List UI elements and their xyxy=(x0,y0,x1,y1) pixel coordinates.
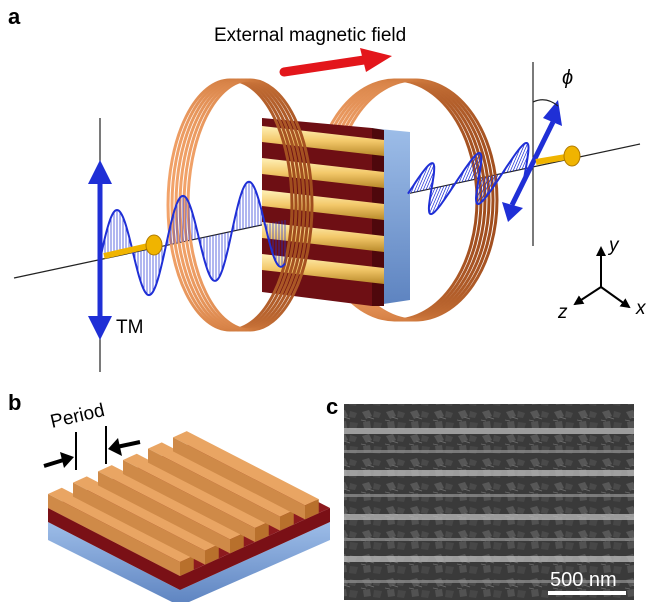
slab-stripe-top xyxy=(48,487,194,562)
wave-hatch xyxy=(476,176,490,204)
incident-wave xyxy=(99,180,286,297)
coil-front xyxy=(166,78,314,332)
period-label: Period xyxy=(48,400,106,433)
field-label: External magnetic field xyxy=(214,25,406,46)
slab-stripe-side xyxy=(148,448,280,531)
slab-stripe-front xyxy=(305,499,319,520)
wave-hatch xyxy=(467,152,481,181)
panel-c-letter: c xyxy=(326,394,338,419)
axis-y-label: y xyxy=(607,235,620,256)
slab-substrate xyxy=(48,522,330,602)
slab-stripe-top xyxy=(123,453,269,528)
wave-hatch xyxy=(475,176,487,201)
scale-bar-label: 500 nm xyxy=(550,569,617,591)
sem-stripe-edge xyxy=(344,428,634,434)
rotation-angle-arc xyxy=(532,99,559,107)
wave-hatch xyxy=(512,143,526,172)
wave-hatch xyxy=(422,164,435,191)
slab-garnet-layer xyxy=(48,508,330,590)
wave-hatch xyxy=(416,165,429,192)
sem-stripe-edges xyxy=(344,428,634,583)
wave-hatch xyxy=(431,185,445,214)
tm-label: TM xyxy=(116,317,143,338)
slab-stripe-front xyxy=(180,555,194,576)
incident-beam-arrow xyxy=(103,234,163,259)
wave-hatch xyxy=(484,174,496,199)
gold-stripe xyxy=(262,222,384,252)
slab-stripe-front xyxy=(280,510,294,531)
wave-hatch xyxy=(464,154,477,182)
slab-stripe-front xyxy=(205,544,219,565)
magnetic-field-arrow xyxy=(279,48,392,77)
panel-b: b Period xyxy=(8,390,330,602)
slab-stripe-side xyxy=(173,437,305,520)
slab-stripe-front xyxy=(230,533,244,554)
wave-hatch xyxy=(428,187,439,209)
slab-stripe-front xyxy=(255,521,269,542)
slab-stripe-top xyxy=(173,431,319,506)
sem-image xyxy=(344,404,634,600)
wave-hatch xyxy=(429,186,442,214)
slab-stripe-side xyxy=(48,494,180,576)
output-beam-arrow xyxy=(535,145,581,167)
sem-stripe-edge xyxy=(344,494,634,497)
wave-hatch xyxy=(425,170,435,190)
panel-a: a External magnetic field xyxy=(8,4,647,372)
panel-b-letter: b xyxy=(8,390,21,415)
wave-hatch xyxy=(470,156,482,181)
sem-stripe-edge xyxy=(344,450,634,453)
sem-stripe-edge xyxy=(344,538,634,541)
slab-stripe-side xyxy=(98,471,230,554)
slab-stripe-top xyxy=(73,476,219,551)
slab-stripe-top xyxy=(98,465,244,540)
transmitted-wave xyxy=(407,142,530,216)
panel-a-letter: a xyxy=(8,4,21,29)
period-indicator xyxy=(43,426,141,470)
slab-stripe-side xyxy=(123,460,255,542)
sem-stripe-edge xyxy=(344,556,634,562)
sem-stripe-edge xyxy=(344,580,634,583)
sem-stripe-edge xyxy=(344,514,634,520)
wave-hatch xyxy=(479,175,493,204)
wave-hatch xyxy=(436,185,448,211)
scale-bar xyxy=(548,591,626,595)
coordinate-axes: y x z xyxy=(557,235,647,323)
rotated-polarization-arrow xyxy=(502,100,562,222)
slab-gold-stripes xyxy=(48,431,319,576)
wave-hatch xyxy=(515,143,528,171)
sem-stripe-edge xyxy=(344,470,634,476)
axis-z-label: z xyxy=(557,302,568,323)
wave-curve xyxy=(407,142,530,216)
axis-x-label: x xyxy=(635,298,647,319)
wave-hatch xyxy=(419,162,433,192)
wave-hatch xyxy=(509,147,521,172)
tm-polarization-arrow xyxy=(88,160,112,340)
slab-stripe-side xyxy=(73,482,205,565)
slab-stripe-top xyxy=(148,442,294,517)
wave-curve xyxy=(99,180,286,297)
panel-c: c 500 nm xyxy=(326,394,634,600)
wave-hatch xyxy=(518,147,529,171)
rotation-angle-symbol: ϕ xyxy=(562,67,573,89)
